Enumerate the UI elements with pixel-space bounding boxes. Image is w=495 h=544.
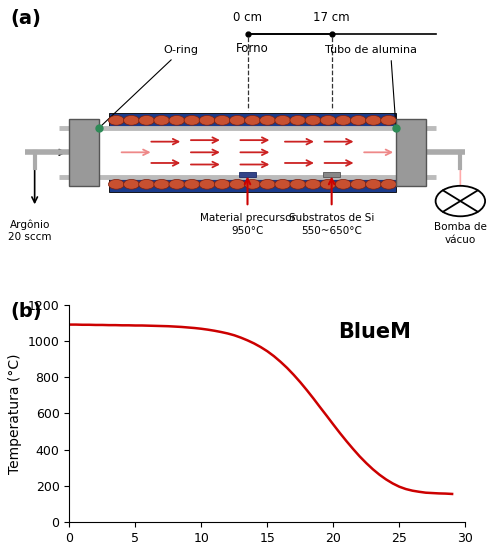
Circle shape xyxy=(229,115,245,125)
Circle shape xyxy=(139,180,154,189)
Circle shape xyxy=(320,180,336,189)
Circle shape xyxy=(229,180,245,189)
Circle shape xyxy=(305,115,321,125)
Text: Substratos de Si
550~650°C: Substratos de Si 550~650°C xyxy=(289,213,374,237)
Circle shape xyxy=(139,115,154,125)
Circle shape xyxy=(305,180,321,189)
Text: Material precursor
950°C: Material precursor 950°C xyxy=(199,213,296,237)
Bar xyxy=(109,113,396,128)
Circle shape xyxy=(260,180,276,189)
Circle shape xyxy=(260,115,276,125)
Text: O-ring: O-ring xyxy=(163,45,198,55)
Circle shape xyxy=(214,180,230,189)
Circle shape xyxy=(245,180,260,189)
Circle shape xyxy=(124,115,140,125)
Circle shape xyxy=(275,180,291,189)
Circle shape xyxy=(124,180,140,189)
Bar xyxy=(109,128,396,177)
Circle shape xyxy=(290,180,306,189)
Text: Bomba de
vácuo: Bomba de vácuo xyxy=(434,222,487,245)
Circle shape xyxy=(335,115,351,125)
Bar xyxy=(323,172,341,177)
Text: Forno: Forno xyxy=(236,42,269,55)
Bar xyxy=(109,177,396,192)
Circle shape xyxy=(436,186,485,217)
Circle shape xyxy=(154,180,170,189)
Text: BlueM: BlueM xyxy=(339,322,411,342)
Text: (b): (b) xyxy=(10,302,42,321)
Circle shape xyxy=(365,180,381,189)
Text: 0 cm: 0 cm xyxy=(233,11,262,24)
Circle shape xyxy=(335,180,351,189)
Circle shape xyxy=(108,180,124,189)
Circle shape xyxy=(365,115,381,125)
Circle shape xyxy=(184,180,200,189)
Circle shape xyxy=(154,115,170,125)
Circle shape xyxy=(320,115,336,125)
Bar xyxy=(69,119,99,186)
Circle shape xyxy=(184,115,200,125)
Circle shape xyxy=(245,115,260,125)
Bar xyxy=(239,172,256,177)
Text: Argônio
20 sccm: Argônio 20 sccm xyxy=(8,219,51,242)
Circle shape xyxy=(350,115,366,125)
Text: (a): (a) xyxy=(10,9,41,28)
Circle shape xyxy=(169,115,185,125)
Circle shape xyxy=(108,115,124,125)
Circle shape xyxy=(381,115,396,125)
Circle shape xyxy=(214,115,230,125)
Circle shape xyxy=(275,115,291,125)
Text: 17 cm: 17 cm xyxy=(313,11,350,24)
Circle shape xyxy=(199,180,215,189)
Bar xyxy=(396,119,426,186)
Circle shape xyxy=(199,115,215,125)
Circle shape xyxy=(350,180,366,189)
Circle shape xyxy=(290,115,306,125)
Text: Tubo de alumina: Tubo de alumina xyxy=(325,45,417,55)
Circle shape xyxy=(169,180,185,189)
Y-axis label: Temperatura (°C): Temperatura (°C) xyxy=(8,353,22,474)
Circle shape xyxy=(381,180,396,189)
